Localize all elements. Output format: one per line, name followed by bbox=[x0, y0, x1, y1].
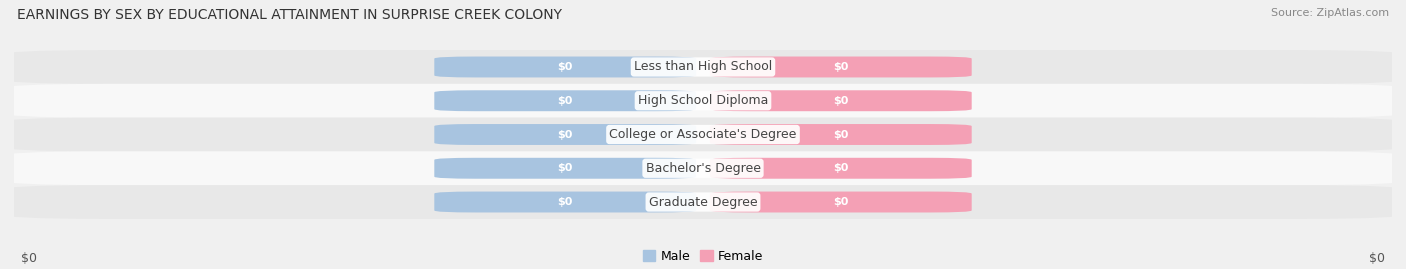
Text: $0: $0 bbox=[558, 62, 572, 72]
FancyBboxPatch shape bbox=[434, 192, 696, 213]
FancyBboxPatch shape bbox=[0, 84, 1406, 118]
FancyBboxPatch shape bbox=[434, 124, 696, 145]
FancyBboxPatch shape bbox=[434, 56, 696, 77]
Text: Less than High School: Less than High School bbox=[634, 61, 772, 73]
FancyBboxPatch shape bbox=[710, 192, 972, 213]
Text: $0: $0 bbox=[834, 96, 848, 106]
Text: $0: $0 bbox=[834, 197, 848, 207]
FancyBboxPatch shape bbox=[710, 90, 972, 111]
Text: $0: $0 bbox=[558, 163, 572, 173]
Text: High School Diploma: High School Diploma bbox=[638, 94, 768, 107]
FancyBboxPatch shape bbox=[0, 50, 1406, 84]
Text: Graduate Degree: Graduate Degree bbox=[648, 196, 758, 208]
FancyBboxPatch shape bbox=[434, 158, 696, 179]
Text: $0: $0 bbox=[1369, 252, 1385, 265]
Text: $0: $0 bbox=[834, 163, 848, 173]
Text: $0: $0 bbox=[834, 129, 848, 140]
Text: $0: $0 bbox=[558, 129, 572, 140]
Legend: Male, Female: Male, Female bbox=[643, 250, 763, 263]
FancyBboxPatch shape bbox=[0, 118, 1406, 151]
Text: $0: $0 bbox=[834, 62, 848, 72]
FancyBboxPatch shape bbox=[710, 158, 972, 179]
FancyBboxPatch shape bbox=[710, 56, 972, 77]
FancyBboxPatch shape bbox=[710, 124, 972, 145]
Text: Bachelor's Degree: Bachelor's Degree bbox=[645, 162, 761, 175]
Text: $0: $0 bbox=[21, 252, 37, 265]
FancyBboxPatch shape bbox=[434, 90, 696, 111]
FancyBboxPatch shape bbox=[0, 151, 1406, 185]
Text: EARNINGS BY SEX BY EDUCATIONAL ATTAINMENT IN SURPRISE CREEK COLONY: EARNINGS BY SEX BY EDUCATIONAL ATTAINMEN… bbox=[17, 8, 562, 22]
Text: $0: $0 bbox=[558, 96, 572, 106]
Text: College or Associate's Degree: College or Associate's Degree bbox=[609, 128, 797, 141]
Text: Source: ZipAtlas.com: Source: ZipAtlas.com bbox=[1271, 8, 1389, 18]
FancyBboxPatch shape bbox=[0, 185, 1406, 219]
Text: $0: $0 bbox=[558, 197, 572, 207]
